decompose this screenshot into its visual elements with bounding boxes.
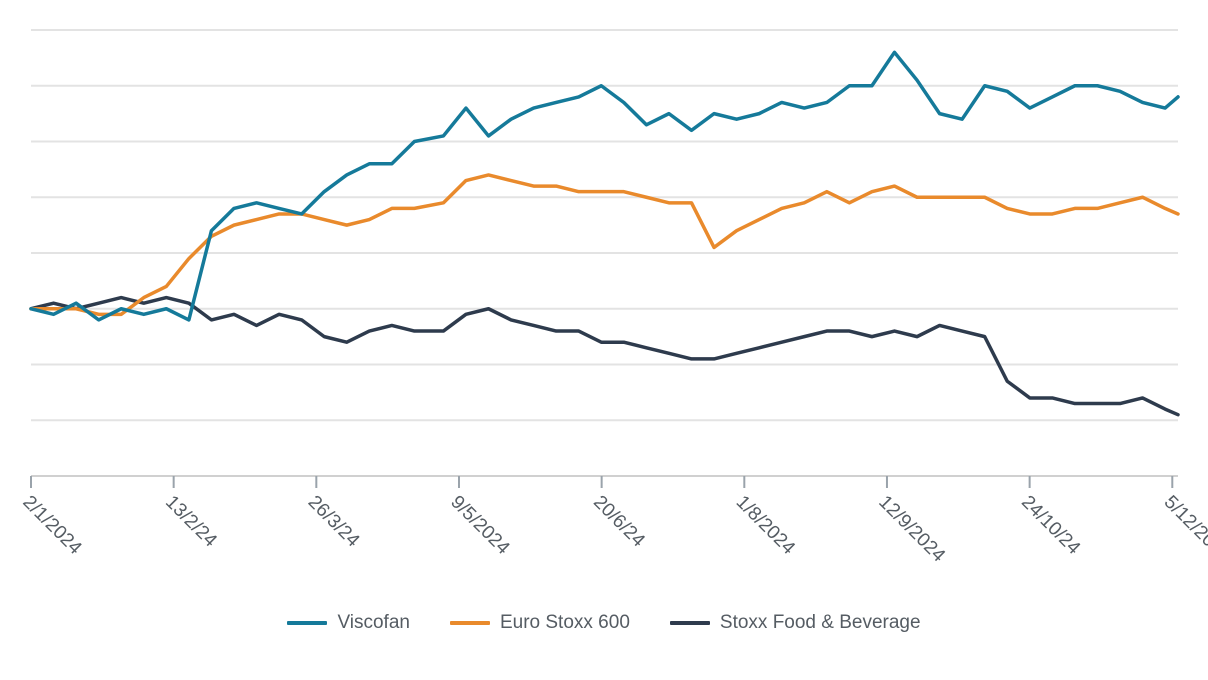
x-tick-label-5: 1/8/2024 [732, 492, 799, 559]
x-tick-label-0: 2/1/2024 [18, 492, 85, 559]
series-line-stoxx-food-beverage[interactable] [29, 295, 1180, 417]
x-tick-label-6: 12/9/2024 [874, 492, 949, 567]
legend-item-viscofan[interactable]: Viscofan [287, 612, 410, 634]
legend-item-euro-stoxx-600[interactable]: Euro Stoxx 600 [449, 612, 630, 634]
series-lines [29, 50, 1180, 417]
legend: Viscofan Euro Stoxx 600 Stoxx Food & Bev… [0, 612, 1208, 634]
legend-swatch-stoxx-food-beverage [669, 621, 710, 625]
x-tick-label-7: 24/10/24 [1017, 492, 1084, 559]
legend-label-viscofan: Viscofan [337, 612, 410, 633]
x-tick-label-8: 5/12/2024 [1160, 492, 1208, 567]
gridlines [31, 29, 1178, 422]
x-tick-label-2: 26/3/24 [304, 492, 364, 552]
series-line-euro-stoxx-600[interactable] [29, 173, 1180, 317]
series-line-viscofan[interactable] [29, 50, 1180, 322]
x-tick-label-1: 13/2/24 [161, 492, 221, 552]
x-axis [30, 475, 1178, 488]
legend-label-euro-stoxx-600: Euro Stoxx 600 [499, 612, 630, 633]
legend-swatch-viscofan [287, 621, 328, 625]
x-tick-label-3: 9/5/2024 [446, 492, 513, 559]
legend-swatch-euro-stoxx-600 [449, 621, 490, 625]
legend-item-stoxx-food-beverage[interactable]: Stoxx Food & Beverage [669, 612, 921, 634]
x-tick-labels: 2/1/2024 13/2/24 26/3/24 9/5/2024 20/6/24 1/8… [18, 492, 1208, 567]
legend-label-stoxx-food-beverage: Stoxx Food & Beverage [719, 612, 921, 633]
x-tick-label-4: 20/6/24 [589, 492, 649, 552]
